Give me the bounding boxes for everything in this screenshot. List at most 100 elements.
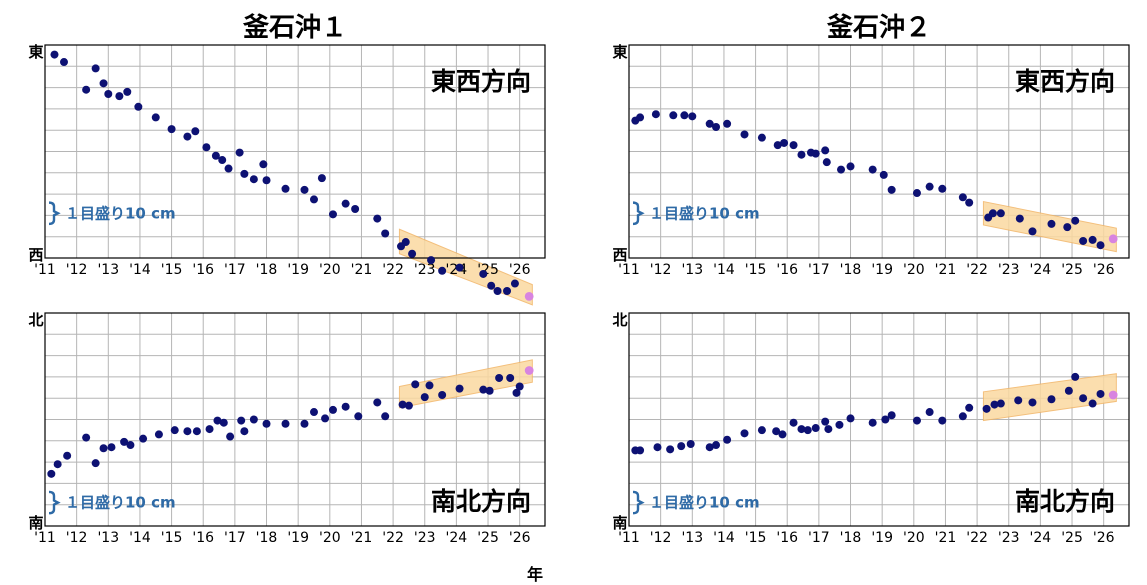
- data-point: [868, 165, 877, 174]
- data-point: [262, 176, 271, 185]
- scale-bracket: [48, 490, 61, 515]
- x-tick-label: '19: [871, 530, 893, 546]
- x-tick-label: '11: [34, 530, 56, 546]
- data-point: [680, 111, 689, 120]
- x-tick-label: '15: [161, 530, 183, 546]
- data-point: [651, 110, 660, 119]
- trend-band: [398, 359, 533, 409]
- data-point: [1079, 236, 1088, 245]
- data-point: [1028, 398, 1037, 407]
- data-point: [191, 127, 200, 136]
- x-tick-label: '18: [256, 262, 278, 278]
- data-point: [757, 133, 766, 142]
- data-point: [53, 460, 62, 469]
- data-point: [438, 266, 447, 275]
- direction-label-bottom: 南: [612, 514, 627, 532]
- x-tick-label: '12: [650, 262, 672, 278]
- x-tick-label: '12: [66, 530, 88, 546]
- data-point: [91, 459, 100, 468]
- direction-label-top: 東: [28, 43, 43, 61]
- data-point: [300, 419, 309, 428]
- x-tick-label: '20: [319, 262, 341, 278]
- plot-frame: [628, 44, 1130, 259]
- data-point: [666, 445, 675, 454]
- scale-bracket: [632, 490, 645, 515]
- data-points: [631, 110, 1118, 250]
- data-point: [192, 427, 201, 436]
- data-point: [846, 162, 855, 171]
- x-tick-label: '24: [446, 530, 468, 546]
- x-tick-label: '25: [1061, 262, 1083, 278]
- data-point: [1088, 399, 1097, 408]
- direction-label-top: 東: [612, 43, 627, 61]
- data-point: [328, 210, 337, 219]
- data-point: [99, 444, 108, 453]
- data-point: [218, 156, 227, 165]
- data-point: [373, 214, 382, 223]
- x-tick-label: '16: [192, 262, 214, 278]
- data-point: [789, 141, 798, 150]
- data-point: [912, 189, 921, 198]
- direction-label-bottom: 西: [612, 246, 627, 264]
- x-tick-label: '23: [414, 530, 436, 546]
- data-point: [821, 417, 830, 426]
- data-point: [1096, 389, 1105, 398]
- plot-frame: [44, 44, 546, 259]
- scale-label: １目盛り10 cm: [65, 204, 176, 222]
- x-tick-label: '13: [97, 530, 119, 546]
- plot-frame: [44, 312, 546, 527]
- data-point: [686, 439, 695, 448]
- data-point: [281, 184, 290, 193]
- data-point: [965, 403, 974, 412]
- data-point: [104, 89, 113, 98]
- component-label: 東西方向: [431, 67, 531, 96]
- data-point: [151, 113, 160, 122]
- data-point: [47, 469, 56, 478]
- direction-label-top: 北: [28, 311, 43, 329]
- data-point: [82, 85, 91, 94]
- data-point: [321, 414, 330, 423]
- x-tick-label: '22: [382, 530, 404, 546]
- data-point: [63, 451, 72, 460]
- data-point: [824, 425, 833, 434]
- data-point: [757, 426, 766, 435]
- data-point: [404, 401, 413, 410]
- x-tick-label: '26: [509, 262, 531, 278]
- data-point: [425, 381, 434, 390]
- year-unit: 年: [527, 565, 544, 584]
- x-tick-label: '21: [935, 262, 957, 278]
- component-label: 東西方向: [1015, 67, 1115, 96]
- data-point: [887, 411, 896, 420]
- data-point: [1047, 395, 1056, 404]
- data-point: [958, 412, 967, 421]
- data-point: [317, 174, 326, 183]
- data-point: [259, 160, 268, 169]
- data-point: [401, 238, 410, 247]
- data-point: [154, 430, 163, 439]
- data-point: [373, 398, 382, 407]
- x-tick-label: '14: [129, 530, 151, 546]
- x-tick-label: '22: [382, 262, 404, 278]
- component-label: 南北方向: [431, 487, 531, 516]
- chart-title: 釜石沖２: [826, 12, 931, 43]
- data-point: [411, 380, 420, 389]
- data-point: [219, 418, 228, 427]
- scale-label: １目盛り10 cm: [649, 494, 760, 512]
- data-point: [420, 393, 429, 402]
- data-point: [381, 412, 390, 421]
- data-point: [837, 165, 846, 174]
- data-point: [636, 446, 645, 455]
- data-points: [50, 50, 534, 301]
- data-point: [965, 198, 974, 207]
- data-point: [797, 150, 806, 159]
- data-point: [351, 205, 360, 214]
- data-point: [1028, 227, 1037, 236]
- data-point: [1015, 214, 1024, 223]
- component-label: 南北方向: [1015, 487, 1115, 516]
- data-point: [487, 281, 496, 290]
- data-point: [958, 193, 967, 202]
- data-point: [811, 424, 820, 433]
- data-point: [503, 287, 512, 296]
- data-point: [455, 263, 464, 272]
